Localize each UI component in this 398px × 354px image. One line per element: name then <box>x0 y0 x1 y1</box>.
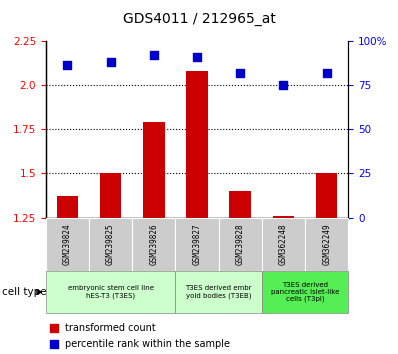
Bar <box>305 218 348 271</box>
Point <box>237 70 244 75</box>
Bar <box>132 218 176 271</box>
Text: percentile rank within the sample: percentile rank within the sample <box>65 339 230 349</box>
Bar <box>219 218 262 271</box>
Bar <box>89 218 132 271</box>
Point <box>64 63 70 68</box>
Point <box>280 82 287 88</box>
Text: T3ES derived embr
yoid bodies (T3EB): T3ES derived embr yoid bodies (T3EB) <box>185 285 252 299</box>
Point <box>150 52 157 58</box>
Text: GSM362248: GSM362248 <box>279 223 288 265</box>
Point <box>51 341 57 347</box>
Text: GSM239826: GSM239826 <box>149 223 158 265</box>
Point <box>194 54 200 59</box>
Text: GSM239824: GSM239824 <box>63 223 72 265</box>
Text: GSM239828: GSM239828 <box>236 223 245 265</box>
Bar <box>100 173 121 218</box>
Bar <box>176 271 262 313</box>
Bar <box>57 196 78 218</box>
Bar <box>229 191 251 218</box>
Bar <box>316 173 338 218</box>
Bar <box>143 122 165 218</box>
Bar <box>176 218 219 271</box>
Bar <box>262 271 348 313</box>
Bar <box>46 218 89 271</box>
Text: embryonic stem cell line
hES-T3 (T3ES): embryonic stem cell line hES-T3 (T3ES) <box>68 285 154 299</box>
Bar <box>186 71 208 218</box>
Bar <box>273 216 294 218</box>
Text: GSM239825: GSM239825 <box>106 223 115 265</box>
Text: GDS4011 / 212965_at: GDS4011 / 212965_at <box>123 12 275 27</box>
Point <box>324 70 330 75</box>
Text: T3ES derived
pancreatic islet-like
cells (T3pi): T3ES derived pancreatic islet-like cells… <box>271 282 339 302</box>
Text: GSM362249: GSM362249 <box>322 223 331 265</box>
Point <box>51 325 57 331</box>
Bar <box>262 218 305 271</box>
Bar <box>46 271 176 313</box>
Text: cell type: cell type <box>2 287 47 297</box>
Text: transformed count: transformed count <box>65 323 156 333</box>
Text: GSM239827: GSM239827 <box>193 223 201 265</box>
Point <box>107 59 114 65</box>
